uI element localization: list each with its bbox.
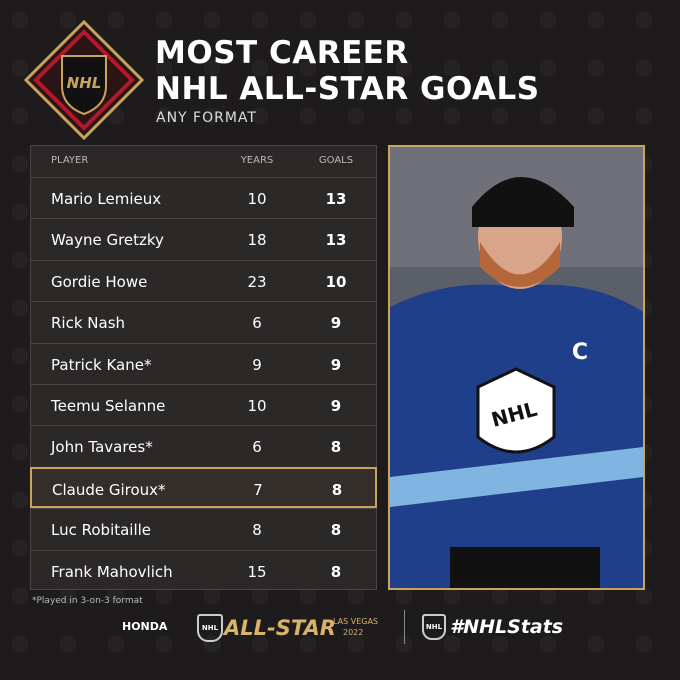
- goals: 9: [330, 397, 342, 415]
- table-row: Luc Robitaille 8 8: [31, 508, 376, 549]
- years: 10: [247, 190, 267, 208]
- player-name: Mario Lemieux: [51, 190, 162, 208]
- table-row: Claude Giroux* 7 8: [30, 466, 377, 508]
- stats-table: PLAYER YEARS GOALS Mario Lemieux 10 13 Wayn…: [30, 145, 377, 590]
- nhl-badge: NHL: [23, 19, 145, 141]
- goals: 8: [330, 521, 342, 540]
- table-row: Wayne Gretzky 18 13: [31, 218, 376, 259]
- column-header: PLAYER: [51, 155, 89, 166]
- column-header: GOALS: [318, 155, 354, 166]
- table-row: Rick Nash 6 9: [31, 301, 376, 342]
- player-name: Teemu Selanne: [51, 397, 166, 415]
- years: 8: [252, 521, 262, 540]
- years: 18: [247, 231, 267, 250]
- table-row: Mario Lemieux 10 13: [31, 177, 376, 218]
- player-name: Claude Giroux*: [52, 480, 166, 499]
- goals: 13: [325, 231, 347, 250]
- goals: 13: [325, 190, 347, 208]
- goals: 8: [330, 562, 342, 581]
- table-row: John Tavares* 6 8: [31, 425, 376, 466]
- player-name: Luc Robitaille: [51, 521, 152, 540]
- goals: 8: [330, 438, 342, 457]
- divider: [404, 610, 405, 644]
- player-name: Patrick Kane*: [51, 355, 152, 374]
- event-name: ALL-STAR: [224, 616, 336, 640]
- player-photo: NHL C: [388, 145, 645, 590]
- years: 10: [247, 397, 267, 415]
- title-line: MOST CAREER: [155, 35, 409, 71]
- footnote: *Played in 3-on-3 format: [32, 596, 143, 606]
- table-row: Patrick Kane* 9 9: [31, 342, 376, 384]
- years: 15: [247, 562, 267, 581]
- years: 9: [252, 355, 262, 374]
- goals: 8: [331, 480, 343, 499]
- title-line: NHL ALL-STAR GOALS: [155, 71, 540, 107]
- subtitle: ANY FORMAT: [156, 110, 257, 126]
- goals: 10: [325, 272, 347, 291]
- years: 7: [253, 480, 263, 499]
- player-name: Gordie Howe: [51, 272, 148, 291]
- photo-illustration: NHL C: [390, 147, 643, 588]
- sponsor: HONDA: [122, 620, 168, 633]
- event-year: 2022: [343, 628, 364, 637]
- table-row: Teemu Selanne 10 9: [31, 384, 376, 425]
- player-name: Rick Nash: [51, 314, 126, 333]
- years: 6: [252, 314, 262, 333]
- captain-mark: C: [572, 340, 588, 365]
- player-name: Frank Mahovlich: [51, 562, 173, 581]
- badge-logo: NHL: [67, 74, 102, 92]
- goals: 9: [330, 314, 342, 333]
- goals: 9: [330, 355, 342, 374]
- table-row: Frank Mahovlich 15 8: [31, 549, 376, 591]
- player-name: Wayne Gretzky: [51, 231, 164, 250]
- player-name: John Tavares*: [51, 438, 153, 457]
- hashtag: #NHLStats: [450, 616, 564, 638]
- years: 23: [247, 272, 267, 291]
- event-logo: NHL: [197, 614, 223, 642]
- event-location: LAS VEGAS: [333, 617, 379, 626]
- column-header: YEARS: [240, 155, 274, 166]
- years: 6: [252, 438, 262, 457]
- stats-logo: NHL: [422, 614, 446, 640]
- table-row: Gordie Howe 23 10: [31, 259, 376, 301]
